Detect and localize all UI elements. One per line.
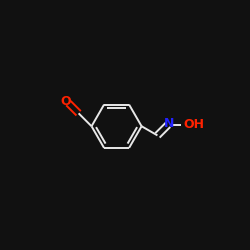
Text: O: O (60, 95, 71, 108)
Text: N: N (164, 117, 174, 130)
Text: OH: OH (184, 118, 205, 131)
